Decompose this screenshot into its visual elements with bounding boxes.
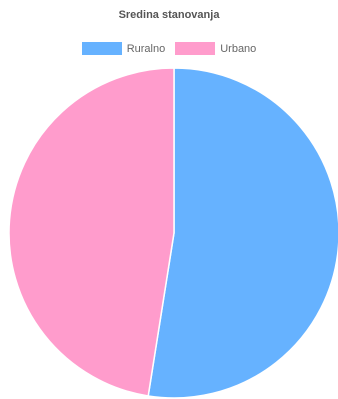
pie-slice-urbano[interactable] [8,67,175,397]
legend-label-ruralno: Ruralno [126,42,166,55]
chart-legend: Ruralno Urbano [0,42,338,55]
legend-swatch-urbano [175,42,216,55]
legend-swatch-ruralno [81,42,122,55]
legend-label-urbano: Urbano [220,42,257,55]
legend-item-urbano[interactable]: Urbano [175,42,256,55]
pie-slice-ruralno[interactable] [147,67,338,399]
chart-title: Sredina stanovanja [118,9,220,21]
legend-item-ruralno[interactable]: Ruralno [81,42,166,55]
